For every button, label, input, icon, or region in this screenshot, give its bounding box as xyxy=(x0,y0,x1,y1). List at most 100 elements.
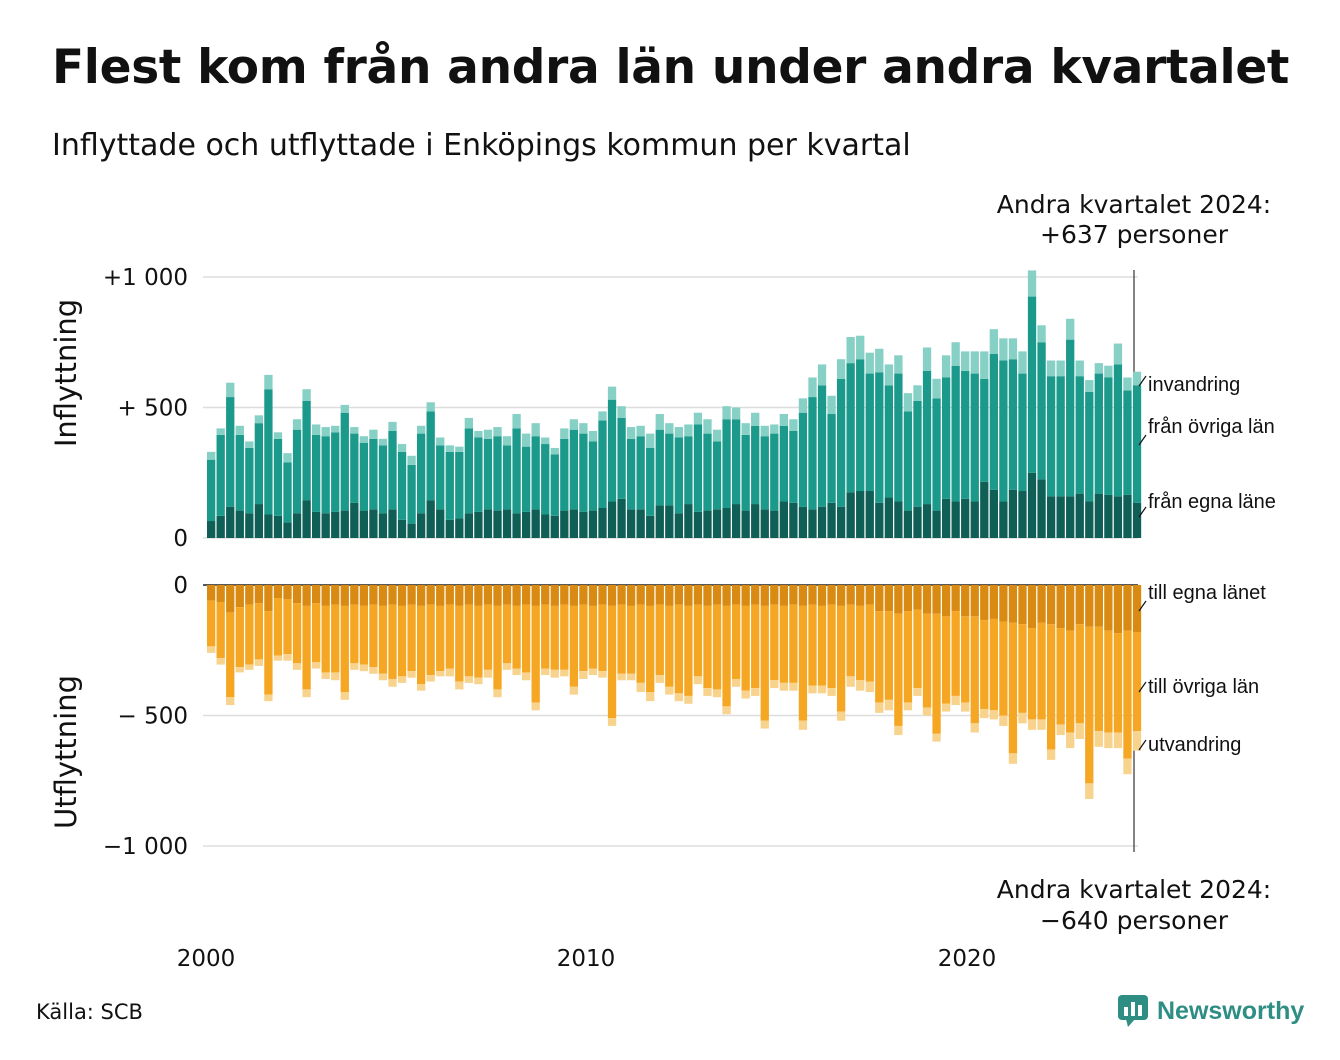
bar-segment xyxy=(407,523,416,538)
bar-segment xyxy=(941,616,951,704)
bar-segment xyxy=(989,489,998,538)
bar-segment xyxy=(817,605,827,686)
bar-segment xyxy=(416,585,426,606)
bar-segment xyxy=(808,397,817,510)
bar-segment xyxy=(941,703,951,712)
bar-segment xyxy=(884,585,893,612)
bar-segment xyxy=(292,585,302,604)
bar-segment xyxy=(894,355,903,374)
bar-segment xyxy=(502,509,512,538)
y-axis-title-inflow: Inflyttning xyxy=(49,299,83,447)
bar-segment xyxy=(970,373,979,502)
bar-segment xyxy=(331,672,340,681)
bar-segment xyxy=(865,373,874,492)
bar-segment xyxy=(665,423,674,434)
leader-line xyxy=(1138,434,1147,446)
bar-segment xyxy=(779,414,788,426)
y-tick-label: −1 000 xyxy=(103,834,188,860)
bar-segment xyxy=(1008,489,1018,538)
bar-segment xyxy=(235,510,244,539)
bar-segment xyxy=(1008,338,1018,360)
bar-segment xyxy=(922,347,932,371)
bar-segment xyxy=(483,669,493,678)
bar-segment xyxy=(1037,719,1046,730)
bar-segment xyxy=(989,710,998,720)
bar-segment xyxy=(731,678,741,687)
bar-segment xyxy=(245,441,254,448)
bar-segment xyxy=(1046,376,1056,497)
bar-segment xyxy=(445,585,454,605)
bar-segment xyxy=(970,616,979,724)
bar-segment xyxy=(1066,630,1075,733)
bar-segment xyxy=(894,585,903,614)
bar-segment xyxy=(216,601,225,659)
bar-segment xyxy=(846,585,855,605)
bar-segment xyxy=(397,451,407,520)
bar-segment xyxy=(875,502,884,538)
bar-segment xyxy=(665,605,674,687)
bar-segment xyxy=(980,708,989,719)
bar-segment xyxy=(464,676,474,683)
bar-segment xyxy=(674,585,683,605)
bar-segment xyxy=(951,365,960,502)
bar-segment xyxy=(836,378,846,507)
bar-segment xyxy=(235,667,244,673)
bar-segment xyxy=(245,585,254,605)
bar-segment xyxy=(665,686,674,695)
bar-segment xyxy=(512,513,521,539)
bar-segment xyxy=(321,605,330,673)
bar-segment xyxy=(598,604,607,672)
bar-segment xyxy=(770,433,779,511)
bar-segment xyxy=(331,585,340,605)
bar-segment xyxy=(913,688,922,696)
bar-segment xyxy=(264,585,273,612)
bar-segment xyxy=(474,430,483,438)
bar-segment xyxy=(760,720,769,729)
bar-segment xyxy=(388,421,397,431)
bar-segment xyxy=(1104,494,1113,539)
bar-segment xyxy=(913,609,922,689)
bar-segment xyxy=(302,389,311,401)
bar-segment xyxy=(1132,631,1142,732)
bar-segment xyxy=(331,511,340,538)
bar-segment xyxy=(1018,351,1027,374)
y-tick-label: 0 xyxy=(173,526,188,552)
bar-segment xyxy=(436,437,445,446)
bar-segment xyxy=(999,501,1008,538)
bar-segment xyxy=(941,585,951,617)
bar-segment xyxy=(693,676,703,685)
bar-segment xyxy=(541,444,550,515)
bar-segment xyxy=(731,419,741,505)
bar-segment xyxy=(875,372,884,503)
bar-segment xyxy=(1027,472,1037,538)
bar-segment xyxy=(856,680,865,691)
bar-segment xyxy=(340,412,349,511)
bar-segment xyxy=(846,676,855,687)
bar-segment xyxy=(646,605,655,693)
annotation-inflow-title: Andra kvartalet 2024: xyxy=(997,190,1271,219)
bar-segment xyxy=(350,427,359,434)
bar-segment xyxy=(331,425,340,433)
bar-segment xyxy=(312,424,321,435)
bar-segment xyxy=(340,692,349,700)
bar-segment xyxy=(541,604,550,669)
bar-segment xyxy=(397,676,407,683)
newsworthy-logo[interactable]: Newsworthy xyxy=(1117,994,1304,1028)
bar-segment xyxy=(569,605,579,687)
bar-segment xyxy=(474,511,483,538)
bar-segment xyxy=(254,659,264,666)
bar-segment xyxy=(846,363,855,493)
bar-segment xyxy=(827,502,836,538)
bar-segment xyxy=(292,663,302,670)
migration-chart: +1 000 + 500 0 0 − 500 −1 000 invandring från ö… xyxy=(49,190,1276,972)
bar-segment xyxy=(846,604,855,677)
leader-line xyxy=(1138,506,1147,518)
bar-segment xyxy=(770,585,779,605)
leader-line xyxy=(1138,600,1147,612)
bar-segment xyxy=(483,604,493,670)
bar-segment xyxy=(397,444,407,452)
bar-segment xyxy=(636,425,645,437)
bar-segment xyxy=(961,351,970,371)
bar-segment xyxy=(684,585,693,606)
bar-segment xyxy=(302,400,311,501)
